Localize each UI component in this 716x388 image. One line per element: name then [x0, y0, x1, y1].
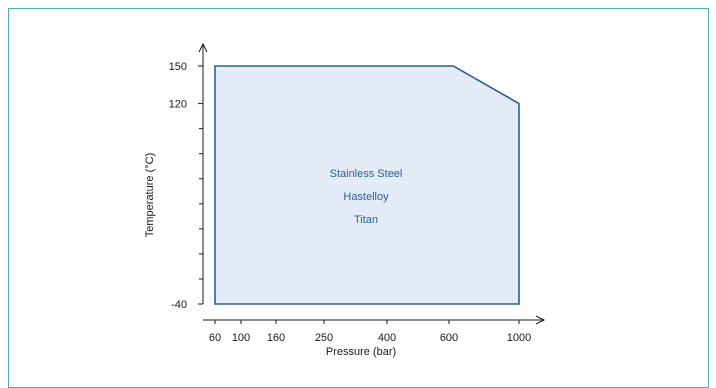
x-axis-title: Pressure (bar): [326, 346, 396, 358]
x-tick-label: 400: [378, 332, 396, 344]
y-axis-arrow-icon: [198, 42, 208, 53]
x-tick-label: 60: [209, 332, 221, 344]
pressure-temperature-chart: 60 100 160 250 400 600 1000 -40 120 150 Pressure …: [144, 42, 546, 358]
x-tick-label: 1000: [507, 332, 531, 344]
material-label-stainless-steel: Stainless Steel: [330, 168, 403, 180]
x-tick-label: 250: [315, 332, 333, 344]
x-axis-arrow-icon: [535, 315, 546, 325]
y-axis-title: Temperature (°C): [144, 153, 156, 237]
x-tick-label: 160: [267, 332, 285, 344]
y-tick-label: -40: [171, 299, 187, 311]
x-tick-label: 600: [440, 332, 458, 344]
y-tick-label: 150: [169, 61, 187, 73]
operating-envelope-region: [214, 65, 520, 305]
x-tick-label: 100: [232, 332, 250, 344]
y-tick-label: 120: [169, 99, 187, 111]
material-label-titan: Titan: [354, 214, 378, 226]
material-label-hastelloy: Hastelloy: [343, 191, 389, 203]
